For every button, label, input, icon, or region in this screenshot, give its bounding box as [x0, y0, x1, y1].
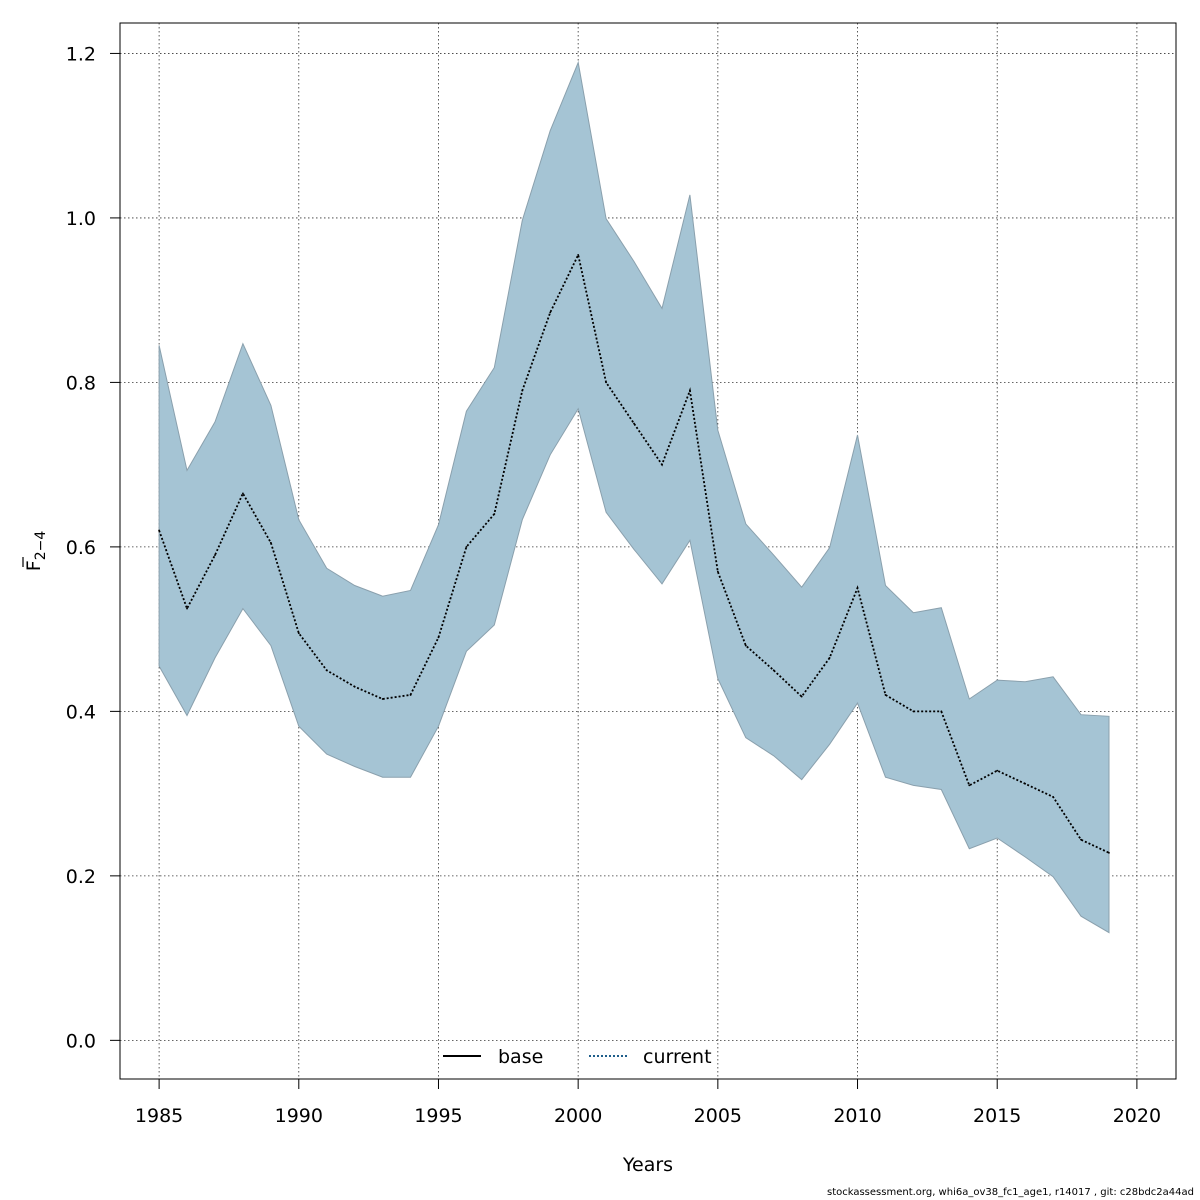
y-tick-label-0.0: 0.0 [66, 1030, 96, 1052]
point-current-2005 [716, 570, 719, 573]
point-current-2010 [856, 587, 859, 589]
x-tick-label-1985: 1985 [135, 1105, 183, 1127]
y-tick-label-0.8: 0.8 [66, 372, 96, 394]
point-current-2019 [1108, 851, 1110, 854]
point-current-2001 [605, 381, 607, 384]
point-current-2012 [912, 710, 915, 713]
confidence-band [158, 60, 1110, 934]
y-tick-label-1.0: 1.0 [66, 208, 96, 230]
y-tick-label-0.6: 0.6 [66, 537, 96, 559]
y-tick-label-0.4: 0.4 [66, 701, 96, 723]
x-tick-label-1990: 1990 [275, 1105, 323, 1127]
x-axis: 1985 1990 1995 2000 2005 2010 2015 2020 [135, 1078, 1161, 1127]
point-current-1987 [214, 554, 216, 557]
point-current-1990 [297, 632, 300, 635]
point-current-1996 [465, 545, 468, 548]
point-current-1988 [242, 492, 244, 495]
series-points-current [158, 254, 1110, 854]
point-current-1991 [325, 669, 328, 672]
point-current-2006 [744, 644, 747, 647]
point-current-2002 [633, 422, 635, 425]
point-current-2015 [996, 769, 999, 772]
point-current-1993 [381, 698, 384, 700]
footer-credit: stockassessment.org, whi6a_ov38_fc1_age1… [826, 1187, 1194, 1198]
y-axis-title-main: F [23, 560, 45, 571]
x-tick-label-2020: 2020 [1113, 1105, 1161, 1127]
x-tick-label-2015: 2015 [973, 1105, 1021, 1127]
point-current-2016 [1024, 782, 1027, 785]
point-current-2000 [577, 254, 580, 256]
point-current-2013 [940, 710, 943, 713]
series-line-current [158, 252, 1110, 854]
y-tick-label-1.2: 1.2 [66, 43, 96, 65]
legend-label-current: current [643, 1046, 712, 1068]
point-current-2014 [968, 784, 971, 787]
y-axis-title-subscript: 2−4 [33, 531, 49, 561]
y-tick-label-0.2: 0.2 [66, 866, 96, 888]
point-current-1985 [158, 529, 161, 532]
point-current-1989 [269, 541, 272, 544]
point-current-2004 [689, 389, 691, 392]
point-current-2009 [828, 657, 831, 659]
x-tick-label-2005: 2005 [694, 1105, 742, 1127]
point-current-1998 [521, 389, 524, 392]
point-current-1992 [353, 685, 356, 688]
point-current-1994 [409, 694, 412, 696]
point-current-2017 [1052, 796, 1054, 798]
x-axis-title: Years [622, 1154, 673, 1176]
point-current-2003 [661, 463, 663, 466]
point-current-1986 [186, 607, 188, 610]
point-current-2018 [1080, 838, 1082, 841]
point-current-1999 [549, 311, 552, 314]
point-current-2007 [772, 669, 775, 672]
x-tick-label-1995: 1995 [414, 1105, 462, 1127]
point-current-1995 [437, 636, 440, 639]
legend-label-base: base [498, 1046, 543, 1068]
x-tick-label-2010: 2010 [833, 1105, 881, 1127]
y-axis-title: F2−4 [22, 531, 49, 572]
point-current-2011 [884, 694, 887, 696]
point-current-1997 [493, 513, 496, 515]
svg-text:F2−4: F2−4 [23, 531, 49, 572]
point-current-2008 [800, 695, 803, 698]
x-tick-label-2000: 2000 [554, 1105, 602, 1127]
legend: base current [443, 1046, 712, 1068]
y-axis: 0.0 0.2 0.4 0.6 0.8 1.0 1.2 [66, 43, 121, 1052]
